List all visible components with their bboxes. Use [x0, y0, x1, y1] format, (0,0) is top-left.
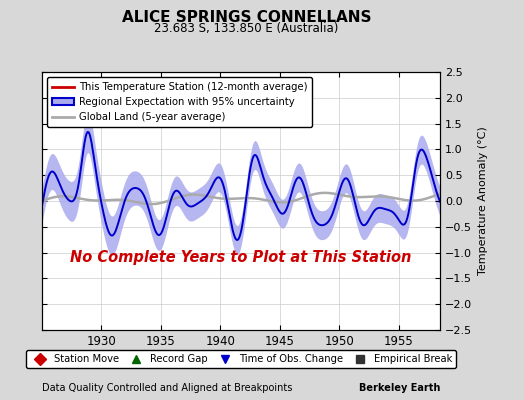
Legend: This Temperature Station (12-month average), Regional Expectation with 95% uncer: This Temperature Station (12-month avera…: [47, 77, 312, 127]
Y-axis label: Temperature Anomaly (°C): Temperature Anomaly (°C): [478, 127, 488, 275]
Text: Data Quality Controlled and Aligned at Breakpoints: Data Quality Controlled and Aligned at B…: [42, 383, 292, 393]
Text: No Complete Years to Plot at This Station: No Complete Years to Plot at This Statio…: [70, 250, 412, 265]
Legend: Station Move, Record Gap, Time of Obs. Change, Empirical Break: Station Move, Record Gap, Time of Obs. C…: [26, 350, 456, 368]
Text: 23.683 S, 133.850 E (Australia): 23.683 S, 133.850 E (Australia): [154, 22, 339, 35]
Text: ALICE SPRINGS CONNELLANS: ALICE SPRINGS CONNELLANS: [122, 10, 371, 25]
Text: Berkeley Earth: Berkeley Earth: [359, 383, 440, 393]
